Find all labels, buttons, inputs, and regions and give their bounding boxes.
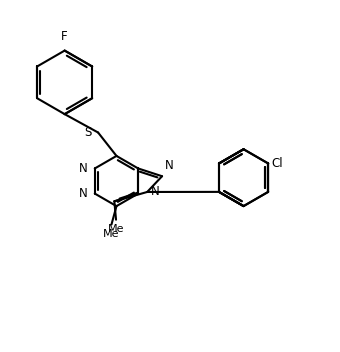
Text: Me: Me	[108, 224, 124, 234]
Text: F: F	[61, 30, 68, 43]
Text: S: S	[85, 126, 92, 139]
Text: Cl: Cl	[272, 157, 283, 170]
Text: N: N	[79, 162, 87, 175]
Text: N: N	[151, 186, 160, 199]
Text: N: N	[79, 187, 87, 200]
Text: Me: Me	[103, 228, 120, 239]
Text: N: N	[165, 159, 173, 172]
